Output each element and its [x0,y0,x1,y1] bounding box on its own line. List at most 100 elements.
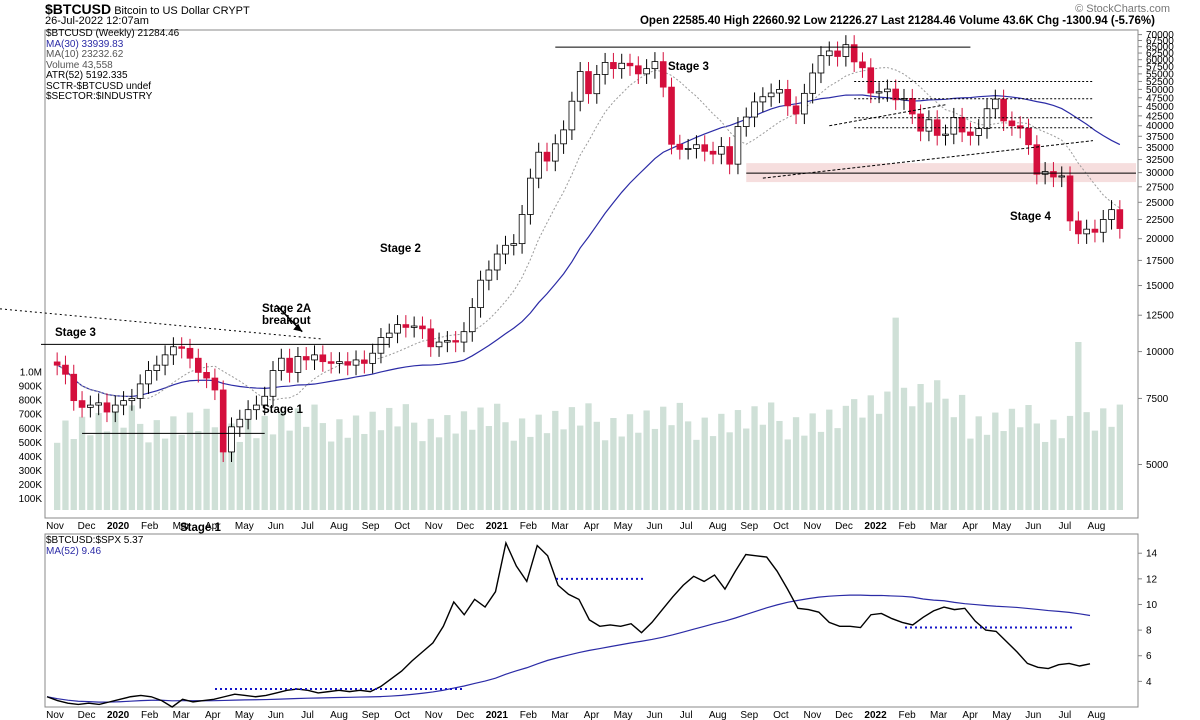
volume-bar [70,439,77,510]
x-tick-label: Apr [584,710,600,720]
candle-body [1025,127,1032,146]
volume-bar [934,380,941,510]
volume-bar [1017,427,1024,510]
y-tick-label: 32500 [1146,155,1174,166]
candle-body [327,361,335,364]
volume-bar [62,420,69,510]
y-tick-label: 22500 [1146,215,1174,226]
volume-bar [435,437,443,510]
x-tick-label: Nov [804,710,822,720]
volume-bar [552,410,559,510]
volume-bar [958,394,966,510]
candle-body [1116,209,1124,229]
volume-bar [1058,438,1065,510]
volume-bar [460,411,468,510]
x-tick-label: Oct [394,521,410,532]
y-tick-label: 15000 [1146,281,1174,292]
x-tick-label: Aug [1088,521,1106,532]
volume-bar [244,419,252,510]
y-tick-label: 14 [1146,549,1158,560]
volume-bar [53,442,61,510]
candle-body [825,50,833,57]
volume-bar [734,410,742,510]
y-tick-label: 8 [1146,626,1152,637]
symbol-name: Bitcoin to US Dollar [114,5,210,17]
candle-body [767,92,775,98]
volume-bar [684,421,692,510]
candle-body [751,101,758,118]
volume-bar [1008,408,1016,510]
candle-body [1091,228,1099,233]
volume-bar [311,404,318,510]
volume-bar [1025,405,1032,510]
candle-body [884,88,891,93]
x-tick-label: Sep [362,710,380,720]
x-tick-label: Jun [1025,521,1041,532]
candle-body [917,113,924,132]
candle-body [427,328,435,348]
candle-body [651,61,659,70]
legend-item: Volume 43,558 [46,59,113,71]
volume-bar [269,434,277,510]
candle-body [867,67,875,94]
volume-bar [120,427,127,510]
support-band [746,163,1136,183]
exchange: CRYPT [212,5,250,17]
x-tick-label: May [992,710,1011,720]
candle-body [344,361,352,366]
x-tick-label: May [614,710,633,720]
y-tick-label: 10 [1146,600,1158,611]
candle-body [452,340,459,343]
trendline [762,140,1094,179]
x-tick-label: Mar [173,521,191,532]
volume-bar [1050,419,1057,510]
candle-body [369,352,376,364]
candle-body [859,61,866,69]
candle-body [701,144,709,152]
volume-tick-label: 300K [19,466,43,477]
volume-bar [186,412,194,510]
y-tick-label: 25000 [1146,198,1174,209]
x-tick-label: Jun [647,521,663,532]
x-tick-label: Nov [425,710,443,720]
candle-body [734,126,742,165]
volume-bar [842,405,850,510]
candle-body [170,346,177,356]
volume-bar [942,398,949,510]
candle-body [477,279,484,308]
candle-body [626,62,634,67]
volume-bar [153,420,160,510]
volume-bar [145,442,152,510]
volume-bar [826,409,833,510]
candle-body [518,214,526,245]
candle-body [62,364,69,375]
y-tick-label: 35000 [1146,143,1174,154]
candle-body [726,146,733,165]
volume-bar [518,418,526,510]
x-tick-label: Jun [1025,710,1041,720]
volume-tick-label: 700K [19,410,43,421]
volume-bar [502,422,509,510]
stage-annotation: Stage 3 [668,61,709,73]
volume-bar [892,317,899,510]
x-tick-label: 2021 [486,521,509,532]
volume-bar [128,405,136,510]
candle-body [244,409,252,420]
candle-body [178,346,185,349]
x-tick-label: Oct [394,710,410,720]
volume-bar [1116,404,1124,510]
x-tick-label: Nov [46,521,64,532]
volume-bar [784,439,791,510]
volume-bar [419,441,426,510]
candle-body [908,98,916,115]
candle-body [801,92,808,115]
y-tick-label: 20000 [1146,234,1174,245]
y-tick-label: 12500 [1146,311,1174,322]
stage-annotation: Stage 4 [1010,211,1052,223]
legend-item: MA(52) 9.46 [46,545,102,557]
y-tick-label: 17500 [1146,256,1174,267]
y-tick-label: 42500 [1146,111,1174,122]
volume-bar [859,417,866,510]
candle-body [153,364,161,371]
